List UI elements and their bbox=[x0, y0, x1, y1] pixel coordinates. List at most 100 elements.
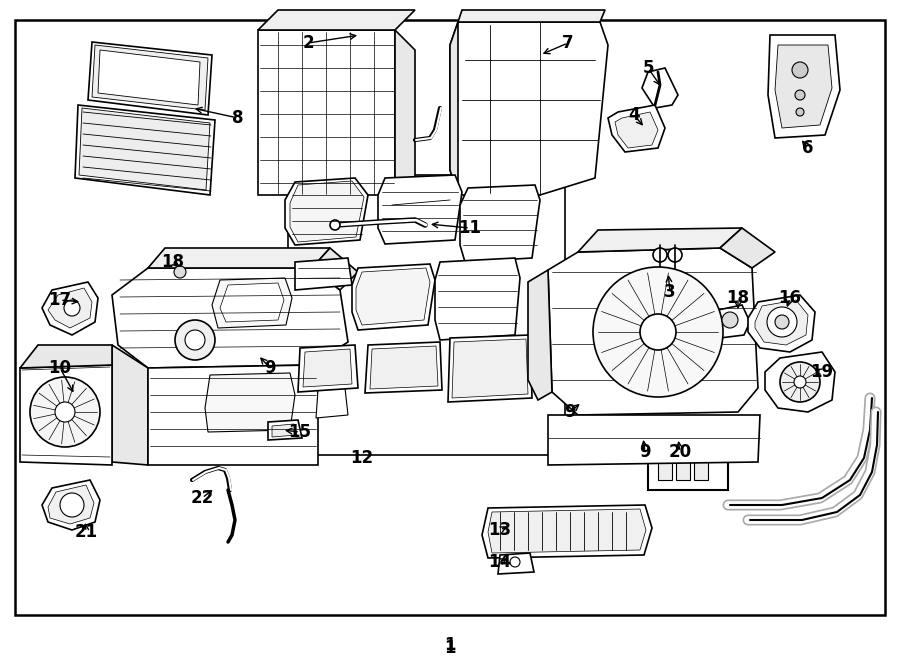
Text: 9: 9 bbox=[564, 403, 576, 421]
Polygon shape bbox=[528, 270, 552, 400]
Polygon shape bbox=[548, 415, 760, 465]
Polygon shape bbox=[452, 339, 528, 398]
Polygon shape bbox=[295, 258, 352, 290]
Polygon shape bbox=[488, 509, 646, 553]
Circle shape bbox=[794, 376, 806, 388]
Text: 21: 21 bbox=[75, 523, 97, 541]
Circle shape bbox=[64, 300, 80, 316]
Text: 15: 15 bbox=[289, 423, 311, 441]
Text: 2: 2 bbox=[302, 34, 314, 52]
Circle shape bbox=[668, 248, 682, 262]
Polygon shape bbox=[290, 181, 364, 242]
Polygon shape bbox=[112, 268, 348, 368]
Circle shape bbox=[767, 307, 797, 337]
Circle shape bbox=[722, 312, 738, 328]
Text: 12: 12 bbox=[350, 449, 374, 467]
Polygon shape bbox=[450, 22, 608, 195]
Polygon shape bbox=[285, 178, 368, 245]
Circle shape bbox=[60, 493, 84, 517]
Bar bbox=[676, 442, 690, 480]
Polygon shape bbox=[258, 30, 395, 195]
Polygon shape bbox=[615, 112, 658, 148]
Text: 19: 19 bbox=[810, 363, 833, 381]
Polygon shape bbox=[75, 105, 215, 195]
Text: 3: 3 bbox=[664, 283, 676, 301]
Circle shape bbox=[593, 267, 723, 397]
Circle shape bbox=[30, 377, 100, 447]
Polygon shape bbox=[356, 268, 430, 325]
Polygon shape bbox=[450, 22, 458, 195]
Polygon shape bbox=[20, 365, 112, 465]
Polygon shape bbox=[42, 282, 98, 335]
Polygon shape bbox=[98, 50, 200, 105]
Polygon shape bbox=[205, 373, 295, 432]
Bar bbox=[288, 175, 565, 455]
Circle shape bbox=[330, 220, 340, 230]
Circle shape bbox=[796, 108, 804, 116]
Polygon shape bbox=[775, 45, 832, 128]
Circle shape bbox=[792, 62, 808, 78]
Polygon shape bbox=[460, 185, 540, 262]
Text: 20: 20 bbox=[669, 443, 691, 461]
Polygon shape bbox=[712, 305, 750, 338]
Polygon shape bbox=[258, 10, 415, 30]
Polygon shape bbox=[212, 278, 292, 328]
Polygon shape bbox=[720, 228, 775, 268]
Polygon shape bbox=[642, 68, 678, 108]
Polygon shape bbox=[608, 105, 665, 152]
Text: 9: 9 bbox=[265, 359, 275, 377]
Polygon shape bbox=[378, 175, 462, 244]
Polygon shape bbox=[352, 264, 435, 330]
Text: 14: 14 bbox=[489, 553, 511, 571]
Circle shape bbox=[780, 362, 820, 402]
Polygon shape bbox=[20, 345, 112, 368]
Circle shape bbox=[795, 90, 805, 100]
Polygon shape bbox=[79, 108, 210, 190]
Polygon shape bbox=[148, 248, 330, 268]
Circle shape bbox=[775, 315, 789, 329]
Bar bbox=[658, 442, 672, 480]
Polygon shape bbox=[316, 388, 348, 418]
Polygon shape bbox=[148, 365, 318, 465]
Polygon shape bbox=[272, 424, 297, 437]
Text: 22: 22 bbox=[191, 489, 213, 507]
Polygon shape bbox=[748, 295, 815, 352]
Polygon shape bbox=[162, 258, 198, 285]
Polygon shape bbox=[48, 485, 94, 524]
Polygon shape bbox=[370, 346, 438, 389]
Bar bbox=[694, 442, 708, 480]
Polygon shape bbox=[365, 342, 442, 393]
Circle shape bbox=[175, 320, 215, 360]
Polygon shape bbox=[498, 553, 534, 574]
Polygon shape bbox=[578, 228, 742, 252]
Polygon shape bbox=[548, 248, 758, 415]
Text: 18: 18 bbox=[161, 253, 184, 271]
Circle shape bbox=[510, 557, 520, 567]
Text: 1: 1 bbox=[445, 639, 455, 657]
Polygon shape bbox=[303, 349, 352, 387]
Circle shape bbox=[55, 402, 75, 422]
Text: 9: 9 bbox=[639, 443, 651, 461]
Polygon shape bbox=[765, 352, 835, 412]
Polygon shape bbox=[458, 10, 605, 22]
Text: 6: 6 bbox=[802, 139, 814, 157]
Polygon shape bbox=[298, 345, 358, 392]
Polygon shape bbox=[448, 335, 532, 402]
Text: 7: 7 bbox=[562, 34, 574, 52]
Polygon shape bbox=[768, 35, 840, 138]
Text: 18: 18 bbox=[726, 289, 750, 307]
Polygon shape bbox=[435, 258, 520, 340]
Polygon shape bbox=[755, 300, 808, 345]
Text: 5: 5 bbox=[643, 59, 653, 77]
Bar bbox=[648, 432, 728, 490]
Text: 13: 13 bbox=[489, 521, 511, 539]
Circle shape bbox=[174, 266, 186, 278]
Polygon shape bbox=[312, 248, 358, 290]
Text: 10: 10 bbox=[49, 359, 71, 377]
Polygon shape bbox=[88, 42, 212, 115]
Polygon shape bbox=[112, 345, 148, 465]
Circle shape bbox=[640, 314, 676, 350]
Polygon shape bbox=[482, 505, 652, 558]
Circle shape bbox=[185, 330, 205, 350]
Circle shape bbox=[653, 248, 667, 262]
